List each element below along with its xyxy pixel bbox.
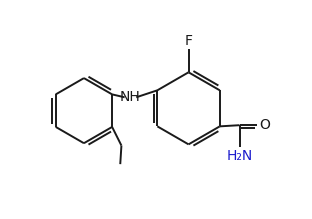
Text: NH: NH (120, 90, 141, 104)
Text: O: O (259, 118, 270, 132)
Text: H₂N: H₂N (227, 149, 253, 163)
Text: F: F (185, 34, 193, 48)
